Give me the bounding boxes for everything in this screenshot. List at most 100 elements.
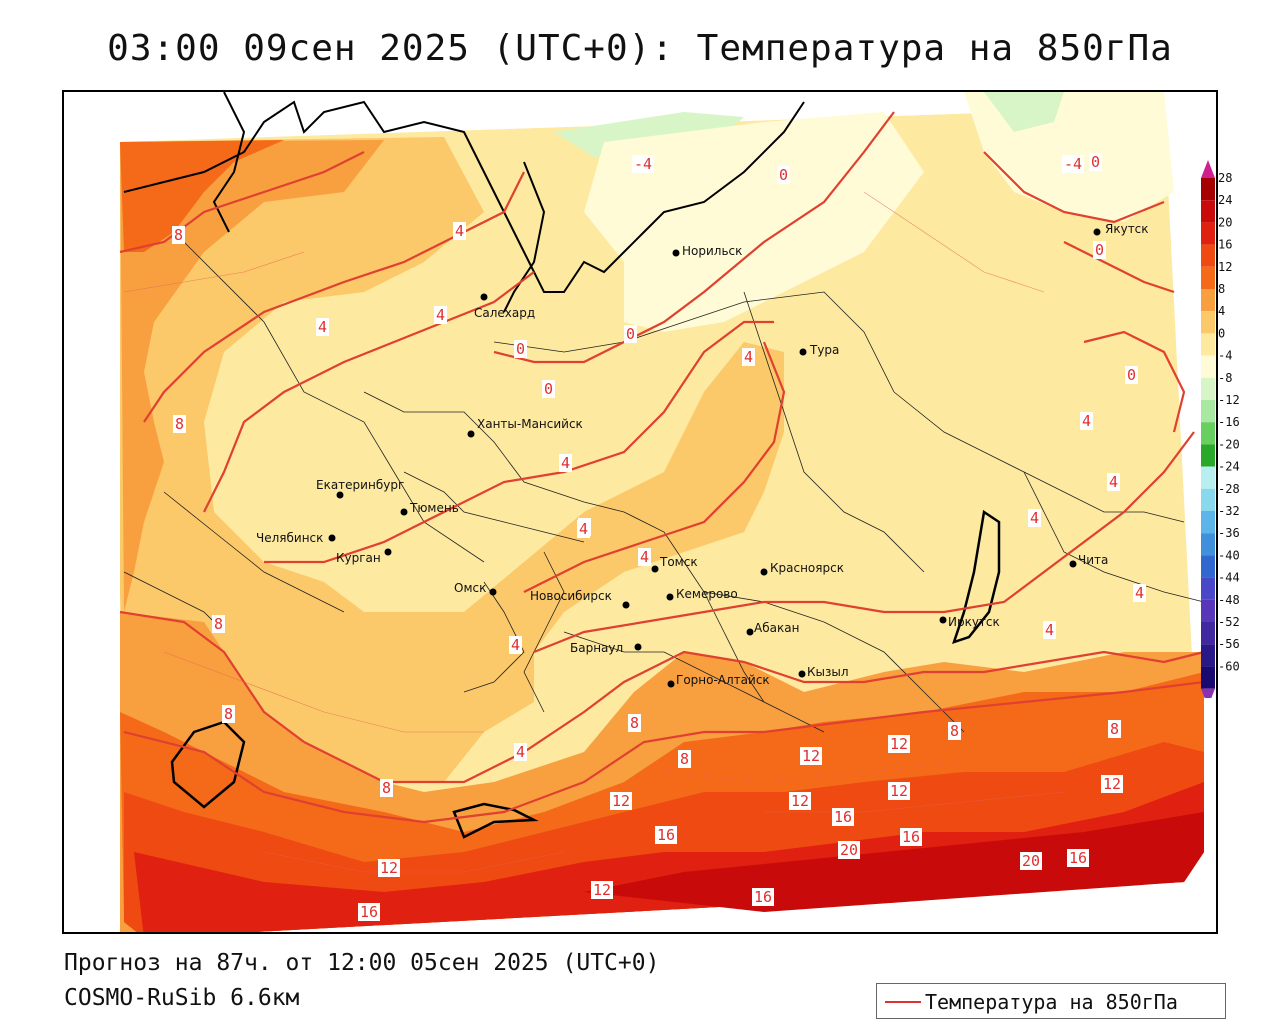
lake-baikal [952, 509, 1001, 644]
colorbar-tick-label: -52 [1218, 615, 1240, 629]
city-label-chelyabinsk: Челябинск [256, 531, 323, 545]
city-kemerovo[interactable]: Кемерово [666, 587, 738, 601]
isotherm-label-bg [509, 636, 522, 654]
isotherm-label: 4 [1109, 473, 1118, 491]
colorbar-tick-label: 20 [1218, 215, 1232, 229]
isotherm-label: -4 [1064, 155, 1082, 173]
isotherm-label: 12 [890, 782, 908, 800]
city-tomsk[interactable]: Томск [651, 555, 698, 573]
city-kyzyl[interactable]: Кызыл [798, 665, 849, 679]
isotherm-label-bg [591, 881, 613, 899]
isotherm-label: 0 [544, 380, 553, 398]
isotherm-label-bg [628, 714, 641, 732]
isotherm-label-bg [358, 903, 380, 921]
colorbar-tick-label: -44 [1218, 571, 1240, 585]
isotherm-label-bg [1080, 412, 1093, 430]
isotherm-label: 4 [436, 306, 445, 324]
city-yakutsk[interactable]: Якутск [1093, 222, 1149, 236]
city-tura[interactable]: Тура [799, 343, 840, 357]
colorbar-tick-label: -48 [1218, 593, 1240, 607]
city-chelyabinsk[interactable]: Челябинск [256, 531, 336, 545]
isotherm-label-bg [316, 318, 329, 336]
city-salekhard[interactable]: Салехард [474, 293, 535, 321]
isotherm-label: 0 [1127, 366, 1136, 384]
colorbar-tick-label: -60 [1218, 659, 1240, 673]
minor-isotherms [123, 191, 1065, 873]
city-tyumen[interactable]: Тюмень [400, 501, 459, 516]
isotherm-label: 16 [834, 808, 852, 826]
colorbar-segment [1201, 200, 1215, 223]
isotherm-label: 0 [779, 166, 788, 184]
isotherm-label: 0 [516, 340, 525, 358]
isotherm-label-bg [1067, 849, 1089, 867]
colorbar-tick-label: -32 [1218, 504, 1240, 518]
model-name: COSMO-RuSib 6.6км [64, 985, 300, 1011]
city-krasnoyarsk[interactable]: Красноярск [760, 561, 844, 576]
city-khanty-mansiysk[interactable]: Ханты-Мансийск [467, 417, 583, 438]
colorbar-segment [1201, 377, 1215, 400]
legend: Температура на 850гПа [876, 983, 1226, 1019]
isotherm-label: 8 [174, 226, 183, 244]
isotherm-label: 4 [1030, 509, 1039, 527]
isotherm-label-bg [742, 348, 755, 366]
isotherm-label: 16 [360, 903, 378, 921]
city-novosibirsk[interactable]: Новосибирск [530, 589, 630, 609]
isotherm-label-bg [514, 743, 527, 761]
colorbar-tick-label: -4 [1218, 349, 1232, 363]
city-barnaul[interactable]: Барнаул [570, 641, 642, 655]
isotherm-label-bg [1020, 852, 1042, 870]
colorbar-tick-label: 12 [1218, 260, 1232, 274]
isotherm-label: 0 [1091, 153, 1100, 171]
colorbar-segment [1201, 488, 1215, 511]
city-label-norilsk: Норильск [682, 244, 742, 258]
isotherm-label: 12 [791, 792, 809, 810]
yamal-coastline [503, 161, 546, 313]
city-norilsk[interactable]: Норильск [672, 244, 743, 258]
city-abakan[interactable]: Абакан [746, 621, 800, 636]
zone-12-16-northwest [120, 140, 284, 252]
isotherm-label: 0 [626, 325, 635, 343]
city-omsk[interactable]: Омск [454, 581, 497, 596]
city-label-novosibirsk: Новосибирск [530, 589, 612, 603]
isotherm-label: 16 [754, 888, 772, 906]
city-gorno-altaysk[interactable]: Горно-Алтайск [667, 673, 770, 688]
isotherm-label-bg [632, 155, 654, 173]
colorbar-tick-label: -56 [1218, 637, 1240, 651]
map-frame[interactable]: Якутск Норильск Салехард Тура Ханты-Манс… [62, 90, 1218, 934]
city-label-irkutsk: Иркутск [948, 615, 1000, 629]
isotherm-label-bg [514, 340, 527, 358]
isotherm-label-bg [1133, 584, 1146, 602]
isotherm-label: 8 [224, 705, 233, 723]
isotherm-label-bg [678, 750, 691, 768]
city-chita[interactable]: Чита [1069, 553, 1109, 568]
city-ekaterinburg[interactable]: Екатеринбург [316, 478, 404, 499]
isotherm-label-bg [1125, 366, 1138, 384]
isotherm-label-bg [378, 859, 400, 877]
temperature-map[interactable]: Якутск Норильск Салехард Тура Ханты-Манс… [64, 92, 1218, 934]
isotherm-label: 8 [382, 779, 391, 797]
city-kurgan[interactable]: Курган [336, 548, 392, 566]
isotherm-label: 8 [1110, 720, 1119, 738]
city-label-ekaterinburg: Екатеринбург [316, 478, 404, 492]
isotherm-label: 8 [950, 722, 959, 740]
forecast-info: Прогноз на 87ч. от 12:00 05сен 2025 (UTC… [64, 950, 660, 976]
colorbar-segment [1201, 444, 1215, 467]
isotherm-label: 16 [902, 828, 920, 846]
city-label-salekhard: Салехард [474, 306, 535, 320]
isotherm-label: 4 [1045, 621, 1054, 639]
isotherm-label-bg [172, 226, 185, 244]
isotherm-label-bg [1043, 621, 1056, 639]
colorbar-tick-label: -20 [1218, 437, 1240, 451]
colorbar-tick-label: -36 [1218, 526, 1240, 540]
isotherm-label-bg [800, 747, 822, 765]
isotherm-label: 4 [516, 743, 525, 761]
zone-minus4-ne [984, 92, 1064, 132]
colorbar-segment [1201, 599, 1215, 622]
colorbar-segment [1201, 311, 1215, 334]
city-irkutsk[interactable]: Иркутск [939, 615, 1000, 629]
city-label-yakutsk: Якутск [1105, 222, 1149, 236]
city-label-tura: Тура [809, 343, 839, 357]
colorbar-segment [1201, 666, 1215, 689]
city-label-gorno-altaysk: Горно-Алтайск [676, 673, 770, 687]
colorbar-segment [1201, 178, 1215, 201]
